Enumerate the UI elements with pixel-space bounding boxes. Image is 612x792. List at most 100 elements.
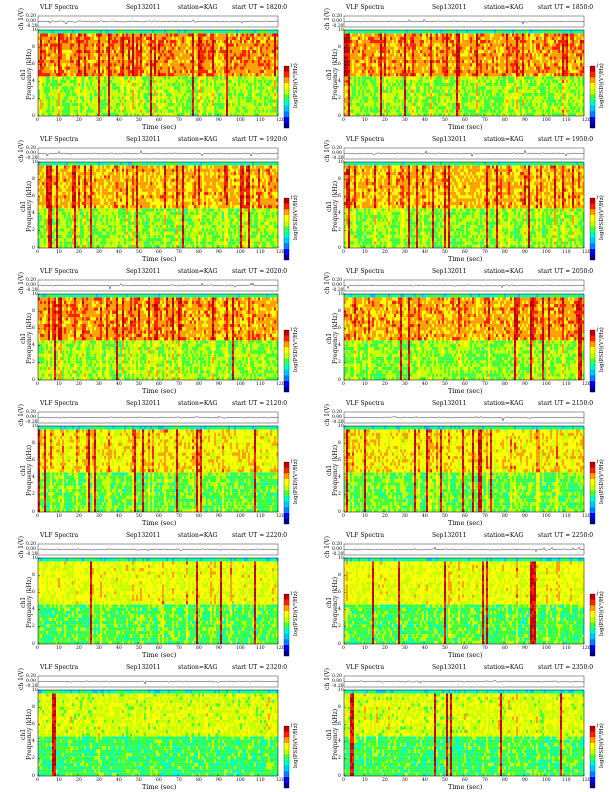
title-start-ut: 2250:0 [572,533,593,539]
y-tick-label: 8 [32,573,35,578]
title-station: station=KAG [178,665,217,671]
colorbar-segment [590,237,595,244]
colorbar-segment [284,644,289,651]
spectrogram-cells [38,558,279,645]
x-tick-label: 100 [542,646,551,651]
spectrogram-svg [343,279,596,393]
title-instrument: VLF Spectra [346,269,384,275]
x-tick-label: 0 [36,646,39,651]
colorbar-segment [590,335,595,342]
x-tick-label: 100 [236,118,245,123]
spectrogram-cells [344,162,585,249]
x-tick-label: 20 [76,514,82,519]
colorbar-segment [590,467,595,474]
waveform-trace [343,18,585,25]
x-tick-label: 10 [56,118,62,123]
y-tick-label: 8 [338,309,341,314]
colorbar-segment [284,731,289,738]
colorbar-segment [590,484,595,491]
y-tick-label: 8 [338,573,341,578]
title-station: station=KAG [484,269,523,275]
waveform-frame [343,675,585,688]
title-station: station=KAG [178,137,217,143]
colorbar-segment [590,731,595,738]
y-tick-label: 2 [32,756,35,761]
title-date: Sep132011 [432,665,466,671]
x-tick-label: 20 [382,646,388,651]
x-tick-label: 110 [256,778,265,783]
x-tick-label: 120 [276,778,285,783]
title-instrument: VLF Spectra [346,137,384,143]
x-axis-label: Time (sec) [142,387,176,395]
spectrogram-cells [344,294,585,381]
colorbar-segment [590,759,595,766]
x-tick-label: 10 [362,646,368,651]
x-tick-label: 90 [522,514,528,519]
waveform-tick-label: -0.20 [332,684,344,689]
colorbar-segment [284,765,289,772]
colorbar-segment [590,639,595,645]
x-tick-label: 100 [236,250,245,255]
colorbar-frame [283,593,290,657]
y-tick-label: 10 [338,556,344,561]
x-tick-label: 10 [362,250,368,255]
y-tick-label: 6 [338,326,341,331]
title-start-ut: 2020:0 [266,269,287,275]
y-tick-label: 6 [338,194,341,199]
x-axis-label: Time (sec) [448,519,482,527]
colorbar-segment [590,231,595,238]
waveform-tick-label: 0.20 [26,278,36,283]
y-tick-label: 6 [338,62,341,67]
colorbar-segment [590,754,595,760]
colorbar-segment [590,462,595,468]
x-tick-label: 70 [176,382,182,387]
waveform-tick-label: -0.20 [26,552,38,557]
x-tick-label: 20 [76,250,82,255]
colorbar-segment [284,782,289,789]
colorbar-segment [284,380,289,387]
waveform-tick-label: 0.00 [26,679,36,684]
colorbar-frame [589,461,596,525]
y-tick-label: 2 [338,96,341,101]
colorbar-segment [284,473,289,480]
title-start-prefix: start UT = [538,533,570,539]
colorbar-segment [590,599,595,606]
colorbar-segment [590,122,595,129]
y-tick-label: 6 [32,326,35,331]
x-tick-label: 10 [56,250,62,255]
waveform-tick-label: -0.20 [332,288,344,293]
y-tick-label: 0 [32,510,35,515]
title-instrument: VLF Spectra [40,401,78,407]
spectrogram-svg [343,147,596,261]
colorbar-segment [590,330,595,336]
x-tick-label: 120 [582,778,591,783]
x-tick-label: 0 [342,118,345,123]
x-axis-label: Time (sec) [142,123,176,131]
y-tick-label: 2 [32,360,35,365]
x-tick-label: 20 [382,778,388,783]
x-tick-label: 60 [156,778,162,783]
y-tick-label: 0 [32,246,35,251]
y-tick-label: 2 [32,96,35,101]
waveform-tick-label: -0.20 [332,552,344,557]
colorbar-segment [590,82,595,89]
x-tick-label: 80 [196,646,202,651]
title-date: Sep132011 [432,401,466,407]
waveform-tick-label: -0.20 [26,24,38,29]
title-start-prefix: start UT = [538,401,570,407]
x-tick-label: 100 [542,382,551,387]
y-tick-label: 10 [32,292,38,297]
colorbar-segment [284,467,289,474]
colorbar-segment [590,77,595,84]
x-tick-label: 110 [256,382,265,387]
colorbar-segment [590,352,595,359]
x-tick-label: 0 [342,514,345,519]
y-tick-label: 4 [32,607,35,612]
colorbar-segment [284,99,289,106]
colorbar-frame [283,65,290,129]
y-tick-label: 2 [338,492,341,497]
x-tick-label: 90 [522,646,528,651]
x-tick-label: 80 [502,382,508,387]
x-tick-label: 60 [156,382,162,387]
waveform-tick-label: 0.20 [332,14,342,19]
